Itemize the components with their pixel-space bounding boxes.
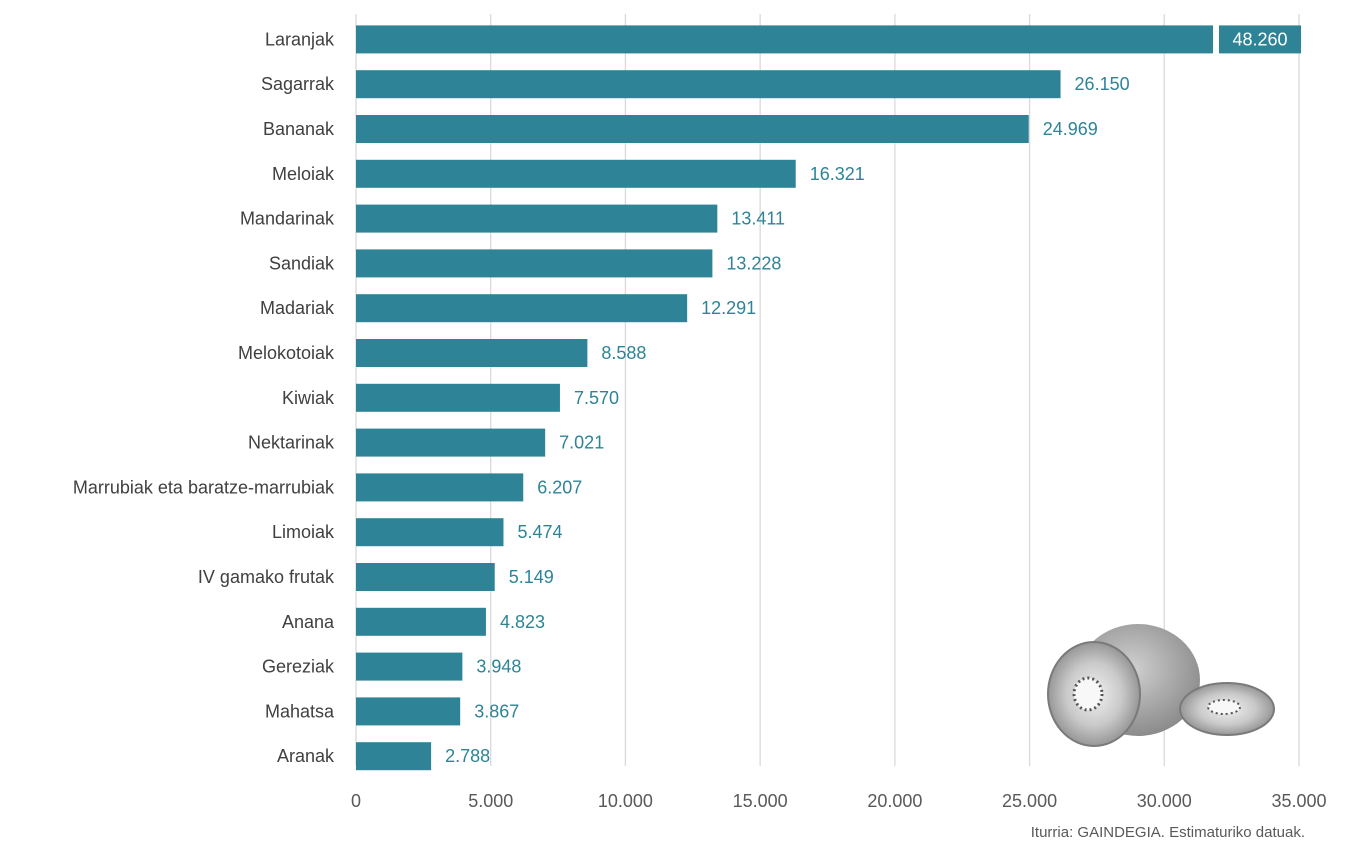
- value-label: 7.021: [559, 433, 604, 453]
- category-label: Anana: [282, 612, 335, 632]
- bar: [356, 383, 560, 412]
- category-label: Limoiak: [272, 522, 335, 542]
- source-note: Iturria: GAINDEGIA. Estimaturiko datuak.: [1031, 824, 1305, 841]
- category-label: Aranak: [277, 746, 335, 766]
- value-label: 24.969: [1043, 119, 1098, 139]
- bar: [356, 563, 495, 591]
- category-label: Bananak: [263, 119, 335, 139]
- bar: [356, 518, 504, 547]
- value-label: 26.150: [1075, 74, 1130, 94]
- bar: [356, 70, 1061, 99]
- bar: [356, 159, 796, 188]
- bar: [356, 204, 718, 233]
- category-label: Mahatsa: [265, 701, 335, 721]
- x-tick-label: 20.000: [867, 791, 922, 811]
- bars: [356, 25, 1213, 771]
- x-tick-label: 10.000: [598, 791, 653, 811]
- bar: [356, 473, 524, 502]
- value-label: 3.867: [474, 701, 519, 721]
- category-label: Gereziak: [262, 657, 335, 677]
- value-label: 5.474: [517, 522, 562, 542]
- value-label: 6.207: [537, 477, 582, 497]
- category-label: Sandiak: [269, 253, 335, 273]
- kiwi-illustration: [1047, 624, 1275, 747]
- bar: [356, 607, 486, 636]
- bar: [356, 115, 1029, 143]
- value-label: 16.321: [810, 164, 865, 184]
- bar: [356, 339, 588, 367]
- category-label: Laranjak: [265, 29, 335, 49]
- category-labels: Laranjak Sagarrak Bananak Meloiak Mandarinak…: [73, 29, 335, 766]
- value-label: 12.291: [701, 298, 756, 318]
- category-label: Melokotoiak: [238, 343, 335, 363]
- category-label: Nektarinak: [248, 433, 335, 453]
- x-tick-label: 5.000: [468, 791, 513, 811]
- value-label: 48.260: [1232, 29, 1287, 49]
- value-label: 3.948: [476, 657, 521, 677]
- x-tick-label: 15.000: [733, 791, 788, 811]
- bar: [356, 249, 713, 278]
- category-label: Mandarinak: [240, 209, 335, 229]
- value-label: 8.588: [601, 343, 646, 363]
- bar: [356, 652, 463, 681]
- value-label: 13.228: [726, 253, 781, 273]
- category-label: Kiwiak: [282, 388, 335, 408]
- x-axis-tick-labels: 0 5.000 10.000 15.000 20.000 25.000 30.000 35.0…: [351, 791, 1327, 811]
- x-tick-label: 25.000: [1002, 791, 1057, 811]
- category-label: Meloiak: [272, 164, 335, 184]
- value-label: 4.823: [500, 612, 545, 632]
- value-label: 2.788: [445, 746, 490, 766]
- category-label: Marrubiak eta baratze-marrubiak: [73, 477, 335, 497]
- value-label-box: [1219, 25, 1301, 54]
- bar: [356, 294, 688, 323]
- x-tick-label: 35.000: [1271, 791, 1326, 811]
- value-label: 5.149: [509, 567, 554, 587]
- x-tick-label: 0: [351, 791, 361, 811]
- bar: [356, 697, 461, 726]
- value-labels: 48.260 26.150 24.969 16.321 13.411 13.228 12.2…: [445, 25, 1301, 766]
- category-label: IV gamako frutak: [198, 567, 335, 587]
- bar: [356, 25, 1213, 54]
- category-label: Madariak: [260, 298, 335, 318]
- x-tick-label: 30.000: [1137, 791, 1192, 811]
- bar: [356, 428, 546, 457]
- value-label: 7.570: [574, 388, 619, 408]
- bar: [356, 742, 432, 771]
- value-label: 13.411: [731, 209, 785, 229]
- category-label: Sagarrak: [261, 74, 335, 94]
